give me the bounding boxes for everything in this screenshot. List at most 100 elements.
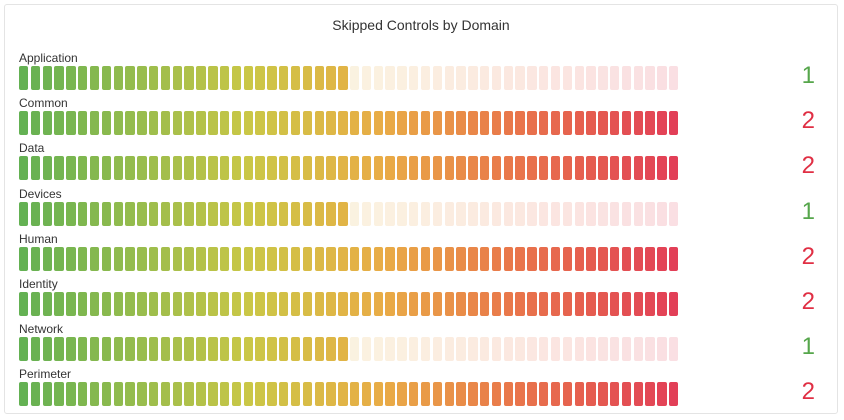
gauge-cell bbox=[397, 156, 407, 181]
gauge-cell bbox=[397, 292, 407, 316]
gauge-cell bbox=[208, 382, 218, 407]
gauge-cell bbox=[255, 292, 265, 316]
gauge-cell bbox=[610, 111, 620, 136]
gauge-cell bbox=[657, 201, 667, 226]
gauge-cell bbox=[243, 156, 253, 181]
gauge-cell bbox=[633, 292, 644, 316]
gauge-cell bbox=[326, 292, 336, 316]
gauge-cell bbox=[255, 337, 265, 362]
gauge-cell bbox=[550, 246, 561, 271]
gauge-cell bbox=[491, 156, 502, 181]
gauge-cell bbox=[409, 66, 419, 90]
gauge-cell bbox=[314, 156, 324, 181]
gauge-cell bbox=[586, 156, 596, 181]
chart-title: Skipped Controls by Domain bbox=[332, 17, 510, 33]
gauge-cell bbox=[89, 66, 100, 90]
gauge-cell bbox=[137, 246, 147, 271]
gauge-cell bbox=[89, 337, 100, 362]
gauge-cell bbox=[19, 201, 29, 226]
gauge-cell bbox=[314, 337, 324, 362]
gauge-cell bbox=[255, 66, 265, 90]
gauge-cell bbox=[314, 201, 324, 226]
gauge-cell bbox=[669, 66, 679, 90]
gauge-cell bbox=[101, 337, 112, 362]
gauge-cell bbox=[54, 337, 64, 362]
gauge-cell bbox=[243, 111, 253, 136]
gauge-cell bbox=[267, 292, 277, 316]
gauge-bar bbox=[19, 156, 679, 181]
gauge-cell bbox=[113, 111, 123, 136]
gauge-cell bbox=[172, 337, 183, 362]
gauge-cell bbox=[432, 111, 443, 136]
gauge-cell bbox=[503, 111, 513, 136]
gauge-cell bbox=[290, 246, 301, 271]
gauge-cell bbox=[515, 337, 525, 362]
gauge-cell bbox=[42, 292, 53, 316]
gauge-cell bbox=[125, 156, 135, 181]
gauge-cell bbox=[409, 156, 419, 181]
category-label: Data bbox=[19, 141, 45, 156]
gauge-cell bbox=[219, 111, 230, 136]
gauge-cell bbox=[539, 246, 549, 271]
gauge-cell bbox=[42, 246, 53, 271]
gauge-cell bbox=[420, 201, 431, 226]
gauge-cell bbox=[527, 156, 537, 181]
gauge-cell bbox=[255, 382, 265, 407]
gauge-cell bbox=[373, 201, 383, 226]
gauge-cell bbox=[42, 156, 53, 181]
gauge-cell bbox=[208, 246, 218, 271]
gauge-cell bbox=[267, 246, 277, 271]
gauge-cell bbox=[290, 337, 301, 362]
gauge-cell bbox=[279, 156, 289, 181]
gauge-cell bbox=[208, 156, 218, 181]
gauge-cell bbox=[621, 111, 632, 136]
gauge-cell bbox=[385, 246, 395, 271]
gauge-cell bbox=[243, 201, 253, 226]
gauge-cell bbox=[385, 382, 395, 407]
gauge-cell bbox=[243, 246, 253, 271]
gauge-cell bbox=[409, 382, 419, 407]
gauge-cell bbox=[491, 111, 502, 136]
gauge-cell bbox=[598, 382, 608, 407]
gauge-cell bbox=[468, 246, 478, 271]
gauge-cell bbox=[633, 66, 644, 90]
gauge-cell bbox=[562, 66, 573, 90]
gauge-cell bbox=[468, 382, 478, 407]
gauge-cell bbox=[101, 201, 112, 226]
gauge-cell bbox=[101, 382, 112, 407]
category-label: Application bbox=[19, 51, 78, 65]
gauge-cell bbox=[621, 246, 632, 271]
gauge-cell bbox=[432, 337, 443, 362]
gauge-cell bbox=[160, 382, 171, 407]
gauge-cell bbox=[302, 337, 313, 362]
gauge-cell bbox=[409, 111, 419, 136]
gauge-cell bbox=[349, 201, 360, 226]
gauge-cell bbox=[491, 382, 502, 407]
gauge-cell bbox=[137, 292, 147, 316]
gauge-cell bbox=[397, 201, 407, 226]
gauge-cell bbox=[349, 292, 360, 316]
gauge-cell bbox=[196, 292, 206, 316]
gauge-cell bbox=[633, 156, 644, 181]
gauge-cell bbox=[574, 382, 584, 407]
gauge-cell bbox=[219, 156, 230, 181]
gauge-cell bbox=[290, 201, 301, 226]
gauge-cell bbox=[314, 382, 324, 407]
gauge-cell bbox=[42, 111, 53, 136]
gauge-cell bbox=[409, 337, 419, 362]
gauge-cell bbox=[160, 66, 171, 90]
gauge-cell bbox=[479, 156, 490, 181]
gauge-cell bbox=[574, 66, 584, 90]
gauge-cell bbox=[231, 246, 242, 271]
gauge-cell bbox=[669, 111, 679, 136]
gauge-bar bbox=[19, 337, 679, 362]
gauge-cell bbox=[101, 156, 112, 181]
gauge-cell bbox=[338, 382, 348, 407]
gauge-cell bbox=[373, 337, 383, 362]
value-label: 2 bbox=[801, 107, 815, 135]
gauge-cell bbox=[149, 201, 159, 226]
gauge-cell bbox=[66, 156, 76, 181]
gauge-cell bbox=[562, 292, 573, 316]
gauge-cell bbox=[527, 382, 537, 407]
value-label: 2 bbox=[801, 242, 815, 270]
